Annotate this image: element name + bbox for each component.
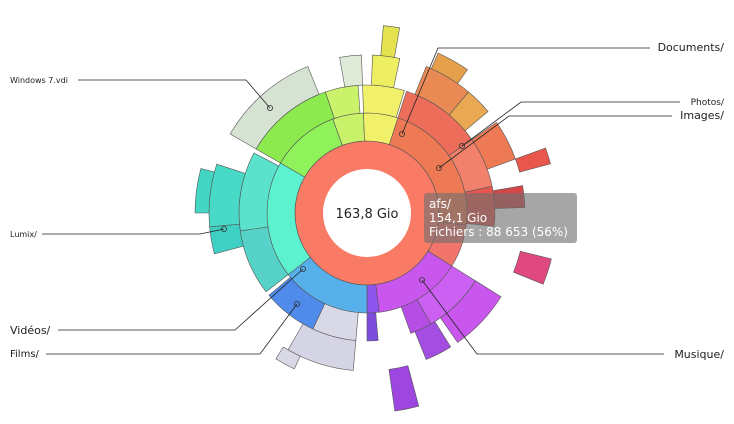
callout-label-2: Images/ (680, 109, 724, 122)
tooltip-title: afs/ (429, 197, 452, 211)
center-label: 163,8 Gio (336, 207, 399, 222)
callout-line-photos (461, 101, 680, 147)
tooltip-files: Fichiers : 88 653 (56%) (429, 225, 568, 239)
wedge-docs-4[interactable] (380, 25, 400, 58)
wedge-photos-b[interactable] (448, 91, 489, 132)
wedge-img-3a[interactable] (471, 121, 516, 170)
wedge-films-3[interactable] (287, 323, 357, 371)
callout-line-lumix (42, 228, 225, 235)
tooltip-size: 154,1 Gio (429, 211, 487, 225)
wedge-spike-3[interactable] (388, 365, 420, 412)
callout-label-4: Windows 7.vdi (10, 76, 68, 85)
callout-dot-documents (398, 130, 405, 137)
callout-dot-lumix (220, 225, 227, 232)
callout-dot-photos (458, 142, 465, 149)
callout-label-5: Lumix/ (10, 230, 37, 239)
wedge-films-4[interactable] (275, 346, 301, 370)
wedge-videos-a[interactable] (268, 276, 326, 330)
callout-layer: Documents/Photos/Images/Musique/Windows … (10, 41, 725, 361)
callout-line-images (438, 115, 672, 169)
center-hole[interactable] (323, 169, 411, 257)
wedge-mus-3a[interactable] (440, 280, 502, 343)
wedge-docs-3[interactable] (371, 54, 401, 89)
wedge-lumix-4[interactable] (194, 168, 215, 214)
wedge-vdi[interactable] (229, 66, 320, 150)
wedge-mus-3b[interactable] (414, 321, 452, 360)
callout-label-3: Musique/ (674, 348, 724, 361)
callout-line-films (46, 303, 298, 355)
callout-line-videos (58, 268, 304, 331)
callout-label-1: Photos/ (691, 98, 725, 108)
wedge-spike-1[interactable] (515, 147, 551, 173)
wedge-documents[interactable] (362, 84, 405, 118)
sunburst-wedges (194, 25, 552, 412)
wedge-green-b[interactable] (324, 84, 361, 119)
wedge-photos-4[interactable] (430, 52, 468, 84)
callout-label-6: Vidéos/ (10, 324, 51, 337)
callout-dot-images (435, 164, 442, 171)
callout-dot-musique (418, 276, 425, 283)
callout-label-7: Films/ (10, 349, 40, 360)
tooltip: afs/ 154,1 Gio Fichiers : 88 653 (56%) (424, 193, 577, 243)
wedge-purple-b[interactable] (366, 312, 379, 342)
wedge-spike-2[interactable] (513, 250, 552, 285)
callout-dot-films (293, 300, 300, 307)
callout-dot-vdi (266, 105, 273, 112)
callout-line-musique (421, 279, 664, 355)
callout-label-0: Documents/ (658, 41, 725, 54)
wedge-grey-3[interactable] (339, 54, 363, 88)
callout-dot-videos (299, 265, 306, 272)
callout-line-documents (401, 47, 650, 135)
callout-line-vdi (78, 79, 271, 109)
